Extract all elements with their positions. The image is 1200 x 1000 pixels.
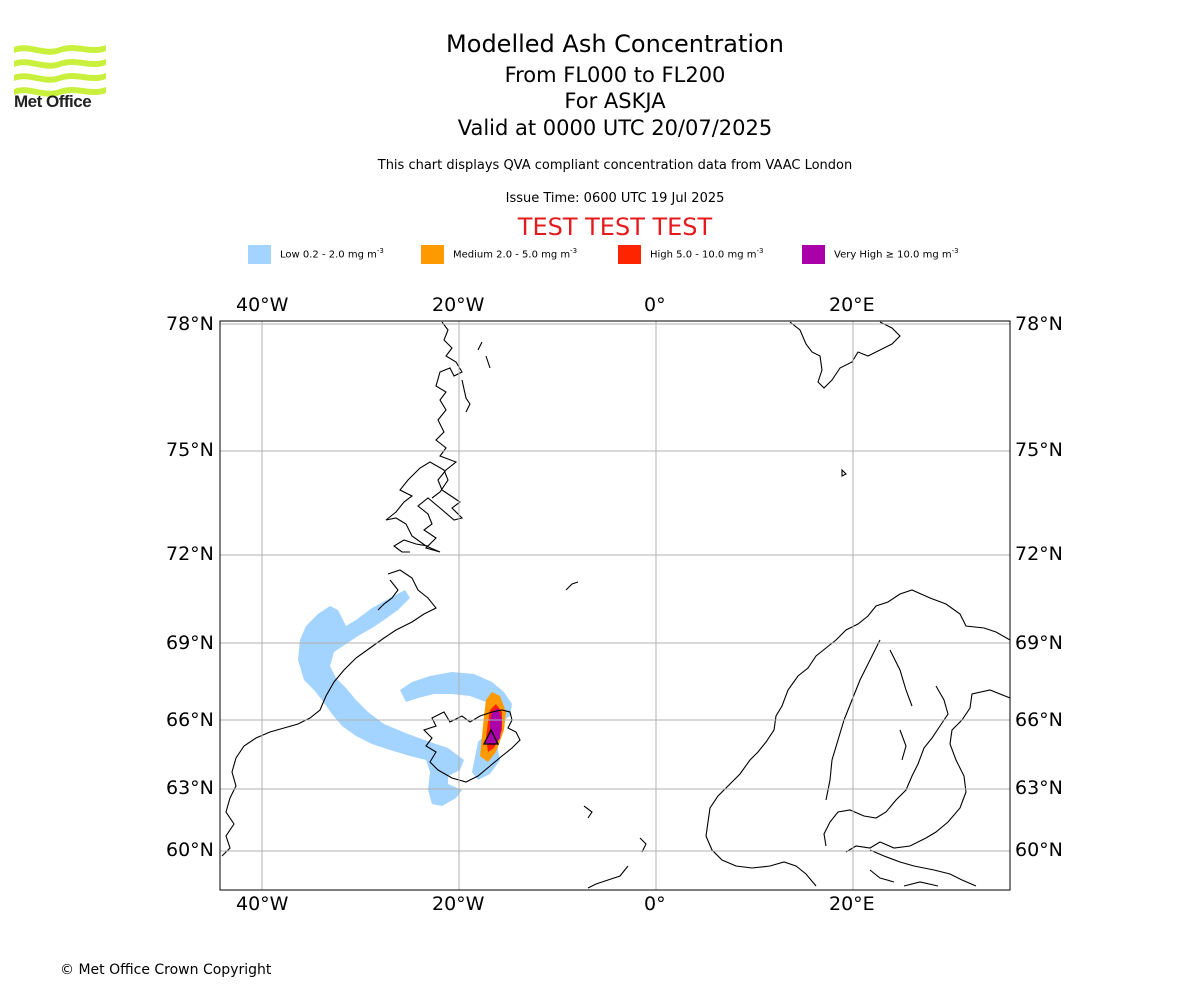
lat-label-left-75n: 75°N	[166, 439, 214, 461]
lon-label-bottom-0: 0°	[644, 893, 666, 915]
legend-item-very-high: Very High ≥ 10.0 mg m-3	[802, 244, 959, 264]
graticule	[220, 321, 1010, 890]
legend-item-low: Low 0.2 - 2.0 mg m-3	[248, 244, 384, 264]
lon-label-top-40w: 40°W	[236, 294, 289, 316]
lat-label-right-75n: 75°N	[1015, 439, 1063, 461]
lon-label-bottom-20e: 20°E	[829, 893, 875, 915]
lat-label-left-72n: 72°N	[166, 543, 214, 565]
legend-label-medium: Medium 2.0 - 5.0 mg m-3	[453, 247, 578, 261]
legend-swatch-medium	[421, 244, 444, 264]
ash-low-area	[298, 590, 512, 806]
logo-text: Met Office	[14, 92, 92, 111]
lat-label-right-63n: 63°N	[1015, 777, 1063, 799]
volcano-marker-triangle	[482, 728, 500, 745]
chart-title: Modelled Ash Concentration	[446, 30, 784, 58]
coast-scandinavia	[705, 589, 1010, 887]
coastlines	[221, 321, 1010, 889]
lon-label-bottom-40w: 40°W	[236, 893, 289, 915]
lat-label-left-63n: 63°N	[166, 777, 214, 799]
lon-label-top-0: 0°	[644, 294, 666, 316]
lat-label-right-69n: 69°N	[1015, 632, 1063, 654]
lon-label-top-20e: 20°E	[829, 294, 875, 316]
map-frame	[219, 320, 1011, 891]
coast-faroe	[583, 805, 593, 819]
legend-swatch-very-high	[802, 244, 825, 264]
lat-label-left-69n: 69°N	[166, 632, 214, 654]
legend-label-high: High 5.0 - 10.0 mg m-3	[650, 247, 764, 261]
legend-label-low: Low 0.2 - 2.0 mg m-3	[280, 247, 384, 261]
legend-item-high: High 5.0 - 10.0 mg m-3	[618, 244, 763, 264]
volcano-name: For ASKJA	[564, 89, 666, 113]
met-office-logo	[14, 45, 106, 97]
test-banner: TEST TEST TEST	[517, 213, 713, 241]
lon-label-bottom-20w: 20°W	[432, 893, 485, 915]
coast-jan-mayen	[565, 581, 579, 591]
valid-time: Valid at 0000 UTC 20/07/2025	[457, 116, 773, 140]
legend-swatch-low	[248, 244, 271, 264]
lat-label-left-66n: 66°N	[166, 709, 214, 731]
lat-label-right-78n: 78°N	[1015, 313, 1063, 335]
legend-item-medium: Medium 2.0 - 5.0 mg m-3	[421, 244, 577, 264]
coast-greenland	[221, 321, 464, 857]
lon-label-top-20w: 20°W	[432, 294, 485, 316]
copyright: © Met Office Crown Copyright	[60, 962, 272, 978]
coast-svalbard	[789, 321, 901, 389]
legend-label-very-high: Very High ≥ 10.0 mg m-3	[834, 247, 959, 261]
lat-label-right-72n: 72°N	[1015, 543, 1063, 565]
lat-label-right-66n: 66°N	[1015, 709, 1063, 731]
lat-label-left-78n: 78°N	[166, 313, 214, 335]
chart-description: This chart displays QVA compliant concen…	[377, 158, 853, 173]
lat-label-left-60n: 60°N	[166, 839, 214, 861]
map-content	[220, 321, 1010, 890]
issue-time: Issue Time: 0600 UTC 19 Jul 2025	[505, 191, 725, 206]
legend-swatch-high	[618, 244, 641, 264]
level-range: From FL000 to FL200	[504, 63, 726, 87]
lat-label-right-60n: 60°N	[1015, 839, 1063, 861]
